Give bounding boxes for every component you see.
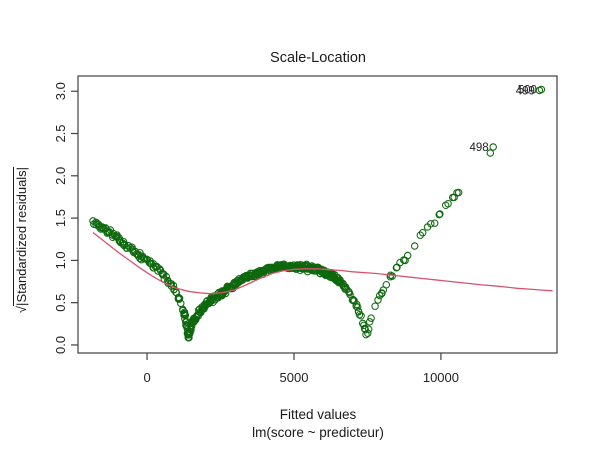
y-tick-label: 2.5	[53, 124, 68, 142]
outlier-point	[486, 149, 495, 157]
data-point	[436, 210, 444, 218]
model-formula: lm(score ~ predicteur)	[252, 425, 384, 440]
x-axis-title: Fitted values	[279, 407, 357, 422]
data-point	[355, 310, 364, 319]
data-point	[364, 329, 372, 338]
data-point	[374, 296, 382, 304]
data-point	[371, 302, 379, 310]
data-point	[98, 223, 106, 231]
data-point	[453, 189, 461, 197]
y-axis-title-text: |Standardized residuals|	[14, 166, 29, 306]
data-point	[360, 321, 368, 330]
data-point	[435, 210, 443, 219]
data-point	[430, 219, 439, 227]
x-tick-label: 10000	[423, 370, 459, 385]
chart-title: Scale-Location	[270, 50, 366, 66]
outlier-label: 499	[516, 85, 535, 97]
y-tick-label: 0.5	[53, 294, 68, 312]
data-point	[364, 325, 373, 333]
y-tick-label: 1.0	[53, 251, 68, 269]
data-point	[382, 280, 391, 289]
x-tick-label: 5000	[280, 370, 309, 385]
data-point	[349, 295, 357, 304]
data-point	[124, 241, 132, 250]
data-point	[120, 240, 129, 249]
data-point	[175, 294, 184, 302]
data-point	[365, 318, 374, 326]
data-point	[137, 255, 146, 264]
data-point	[396, 258, 404, 267]
y-tick-label: 1.5	[53, 209, 68, 227]
data-point	[361, 325, 370, 334]
outlier-point	[489, 143, 497, 151]
data-point	[375, 291, 384, 300]
x-tick-label: 0	[143, 370, 150, 385]
data-point	[410, 242, 419, 250]
data-point	[378, 289, 386, 298]
smooth-line	[92, 231, 553, 295]
y-axis-title: √|Standardized residuals|	[14, 130, 34, 350]
data-point	[403, 251, 412, 260]
data-point	[357, 312, 365, 320]
data-point	[418, 228, 427, 237]
data-point	[427, 220, 435, 228]
data-point	[162, 272, 170, 281]
data-point	[416, 231, 425, 239]
outlier-label: 498	[470, 142, 489, 154]
data-point	[367, 314, 375, 322]
sqrt-symbol: √	[14, 305, 29, 314]
data-point	[353, 303, 362, 311]
data-point	[160, 270, 168, 279]
plot-frame	[77, 75, 558, 354]
y-tick-label: 3.0	[53, 82, 68, 100]
outlier-point	[537, 85, 546, 94]
y-tick-label: 0.0	[53, 336, 68, 354]
data-point	[392, 264, 401, 272]
data-point	[444, 199, 452, 208]
y-tick-label: 2.0	[53, 167, 68, 185]
outlier-label: 500	[518, 85, 537, 97]
